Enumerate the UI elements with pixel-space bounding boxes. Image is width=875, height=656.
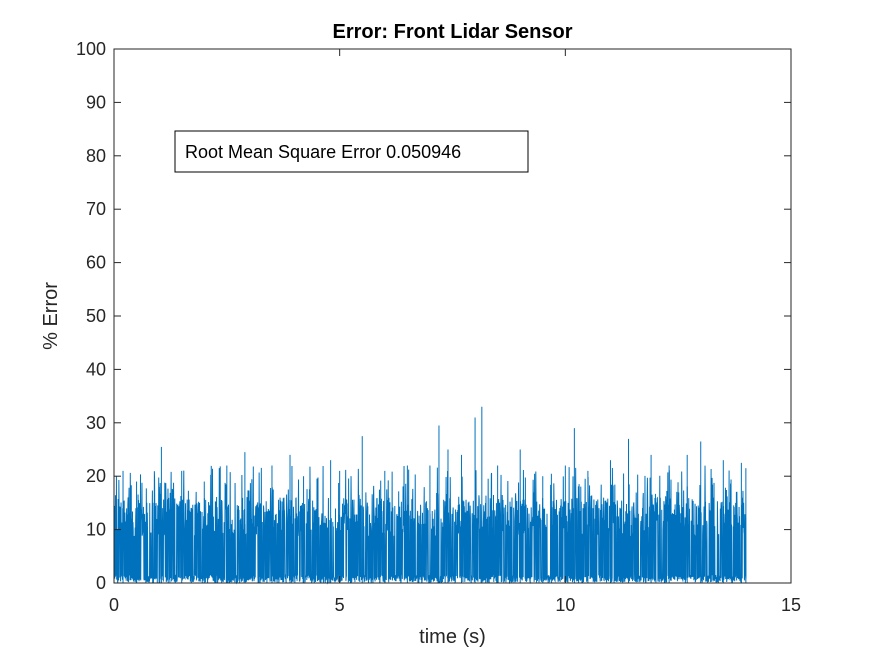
y-tick-label: 50 xyxy=(86,306,106,326)
y-tick-label: 30 xyxy=(86,413,106,433)
y-tick-label: 80 xyxy=(86,146,106,166)
y-tick-label: 60 xyxy=(86,253,106,273)
data-layer xyxy=(113,406,747,585)
tick-layer: 0 5 10 15 0 10 20 30 40 50 60 70 80 90 100 xyxy=(76,39,801,615)
x-tick-label: 0 xyxy=(109,595,119,615)
x-tick-label: 15 xyxy=(781,595,801,615)
y-axis-label: % Error xyxy=(40,282,62,350)
annotation-box: Root Mean Square Error 0.050946 xyxy=(174,130,529,173)
y-tick-label: 10 xyxy=(86,520,106,540)
y-tick-label: 20 xyxy=(86,466,106,486)
annotation-frame xyxy=(174,130,529,173)
annotation-text: Root Mean Square Error 0.050946 xyxy=(185,142,461,162)
y-tick-label: 100 xyxy=(76,39,106,59)
x-tick-label: 5 xyxy=(335,595,345,615)
y-tick-label: 70 xyxy=(86,199,106,219)
y-tick-label: 90 xyxy=(86,92,106,112)
x-tick-label: 10 xyxy=(555,595,575,615)
x-axis-label: time (s) xyxy=(419,626,486,648)
axes-box xyxy=(113,48,792,584)
y-tick-label: 0 xyxy=(96,573,106,593)
chart-title: Error: Front Lidar Sensor xyxy=(332,21,572,43)
y-tick-label: 40 xyxy=(86,359,106,379)
